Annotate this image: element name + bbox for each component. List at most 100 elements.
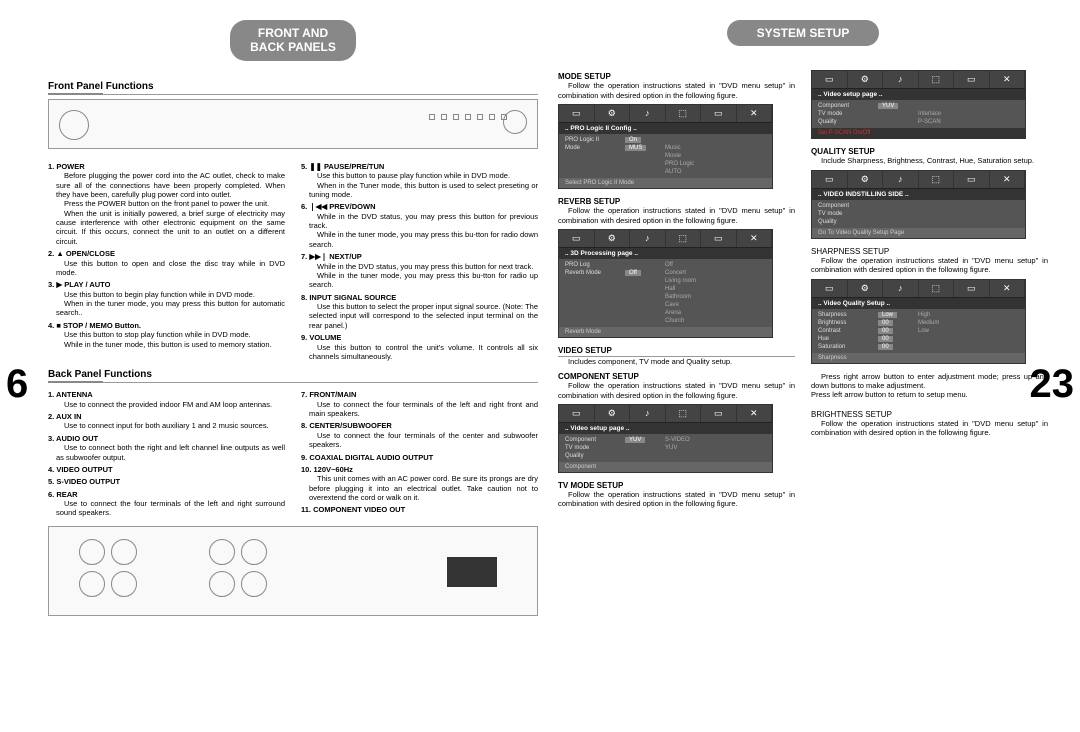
item-text: While in the DVD status, you may press t…: [309, 212, 538, 231]
item-title: 7. ▶▶❘ NEXT/UP: [301, 252, 538, 261]
menu-tab: ⬚: [666, 105, 702, 122]
menu-header: .. Video setup page ..: [812, 89, 1025, 100]
menu-row: Reverb ModeOffConcert: [565, 269, 766, 277]
item-text: Use this button to open and close the di…: [56, 259, 285, 278]
item-title: 1. ANTENNA: [48, 390, 285, 399]
item-text: While in the tuner mode, you may press t…: [309, 271, 538, 290]
item-title: 6. ❘◀◀ PREV/DOWN: [301, 202, 538, 211]
menu-row: PRO LogOff: [565, 261, 766, 269]
front-col2: 5. ❚❚ PAUSE/PRE/TUNUse this button to pa…: [301, 159, 538, 362]
menu-header: .. VIDEO INDSTILLING SIDE ..: [812, 189, 1025, 200]
menu-tab: ⚙: [595, 405, 631, 422]
menu-tab: ▭: [701, 405, 737, 422]
item-text: Use this button to select the proper inp…: [309, 302, 538, 330]
menu-row: Brightness00Medium: [818, 319, 1019, 327]
item-title: 10. 120V~60Hz: [301, 465, 538, 474]
menu-tab: ▭: [812, 71, 848, 88]
menu-tab: ✕: [737, 405, 773, 422]
menu-row: Movie: [565, 152, 766, 160]
menu-tab: ▭: [701, 230, 737, 247]
menu-tab: ▭: [559, 405, 595, 422]
menu-tab: ✕: [990, 280, 1026, 297]
menu-row: ModeMUSMusic: [565, 144, 766, 152]
item-title: 9. VOLUME: [301, 333, 538, 342]
tvmode-setup-title: TV MODE SETUP: [558, 481, 795, 490]
menu-tab: ♪: [883, 171, 919, 188]
menu-tab: ⬚: [919, 171, 955, 188]
menu-row: PRO Logic IIOn: [565, 136, 766, 144]
item-title: 3. AUDIO OUT: [48, 434, 285, 443]
menu-tab: ✕: [990, 171, 1026, 188]
mode-setup-title: MODE SETUP: [558, 72, 795, 81]
brightness-setup-title: BRIGHTNESS SETUP: [811, 410, 1048, 419]
menu-row: Church: [565, 317, 766, 325]
item-text: Use to connect the four terminals of the…: [309, 431, 538, 450]
menu-tab: ⚙: [848, 171, 884, 188]
front-panel-title: Front Panel Functions: [48, 81, 538, 95]
item-title: 6. REAR: [48, 490, 285, 499]
menu-tab: ⬚: [919, 71, 955, 88]
item-title: 5. S-VIDEO OUTPUT: [48, 477, 285, 486]
menu-tab: ▭: [954, 280, 990, 297]
back-col2: 7. FRONT/MAINUse to connect the four ter…: [301, 387, 538, 518]
menu-row: Living room: [565, 277, 766, 285]
menu-header: .. 3D Processing page ..: [559, 248, 772, 259]
item-text: Before plugging the power cord into the …: [56, 171, 285, 199]
item-text: When in the tuner mode, you may press th…: [56, 299, 285, 318]
sharpness-setup-title: SHARPNESS SETUP: [811, 247, 1048, 256]
menu-tab: ▭: [954, 171, 990, 188]
menu-footer: Set P-SCAN On/Off: [812, 128, 1025, 138]
menu-tab: ▭: [559, 105, 595, 122]
menu-header: .. PRO Logic II Config ..: [559, 123, 772, 134]
menu-tab: ✕: [990, 71, 1026, 88]
sharpness-setup-text: Follow the operation instructions stated…: [811, 256, 1048, 275]
osd-menu: ▭⚙♪⬚▭✕.. 3D Processing page ..PRO LogOff…: [558, 229, 773, 338]
item-text: Use this button to pause play function w…: [309, 171, 538, 180]
item-title: 1. POWER: [48, 162, 285, 171]
front-col1: 1. POWERBefore plugging the power cord i…: [48, 159, 285, 362]
menu-tab: ▭: [701, 105, 737, 122]
menu-tab: ⚙: [595, 230, 631, 247]
front-panel-diagram: [48, 99, 538, 149]
menu-row: TV modeInterlace: [818, 110, 1019, 118]
reverb-setup-title: REVERB SETUP: [558, 197, 795, 206]
menu-row: Hue00: [818, 335, 1019, 343]
menu-row: QualityP-SCAN: [818, 118, 1019, 126]
back-panel-diagram: [48, 526, 538, 616]
item-title: 2. ▲ OPEN/CLOSE: [48, 249, 285, 258]
mode-setup-text: Follow the operation instructions stated…: [558, 81, 795, 100]
menu-row: Arena: [565, 309, 766, 317]
menu-tab: ▭: [812, 280, 848, 297]
menu-tab: ⬚: [666, 230, 702, 247]
menu-row: ComponentYUV: [818, 102, 1019, 110]
menu-header: .. Video Quality Setup ..: [812, 298, 1025, 309]
menu-tab: ♪: [630, 405, 666, 422]
item-text: Use to connect input for both auxiliary …: [56, 421, 285, 430]
menu-tab: ⚙: [848, 280, 884, 297]
osd-menu: ▭⚙♪⬚▭✕.. Video Quality Setup ..Sharpness…: [811, 279, 1026, 364]
menu-row: Hall: [565, 285, 766, 293]
item-text: When the unit is initially powered, a br…: [56, 209, 285, 247]
menu-footer: Sharpness: [812, 353, 1025, 363]
item-text: Use to connect the four terminals of the…: [309, 400, 538, 419]
osd-menu: ▭⚙♪⬚▭✕.. Video setup page ..ComponentYUV…: [558, 404, 773, 473]
menu-row: Quality: [818, 218, 1019, 226]
osd-menu: ▭⚙♪⬚▭✕.. VIDEO INDSTILLING SIDE ..Compon…: [811, 170, 1026, 239]
item-text: Use this button to begin play function w…: [56, 290, 285, 299]
item-title: 4. VIDEO OUTPUT: [48, 465, 285, 474]
tvmode-setup-text: Follow the operation instructions stated…: [558, 490, 795, 509]
item-text: While in the DVD status, you may press t…: [309, 262, 538, 271]
right-col-left: MODE SETUP Follow the operation instruct…: [558, 66, 795, 508]
right-col-right: ▭⚙♪⬚▭✕.. Video setup page ..ComponentYUV…: [811, 66, 1048, 508]
item-title: 11. COMPONENT VIDEO OUT: [301, 505, 538, 514]
item-text: Press the POWER button on the front pane…: [56, 199, 285, 208]
menu-row: SharpnessLowHigh: [818, 311, 1019, 319]
reverb-setup-text: Follow the operation instructions stated…: [558, 206, 795, 225]
menu-tab: ⚙: [595, 105, 631, 122]
menu-footer: Reverb Mode: [559, 327, 772, 337]
item-text: This unit comes with an AC power cord. B…: [309, 474, 538, 502]
left-header-pill: FRONT ANDBACK PANELS: [230, 20, 356, 61]
osd-menu: ▭⚙♪⬚▭✕.. PRO Logic II Config ..PRO Logic…: [558, 104, 773, 189]
right-page: SYSTEM SETUP MODE SETUP Follow the opera…: [558, 20, 1048, 509]
menu-row: AUTO: [565, 168, 766, 176]
